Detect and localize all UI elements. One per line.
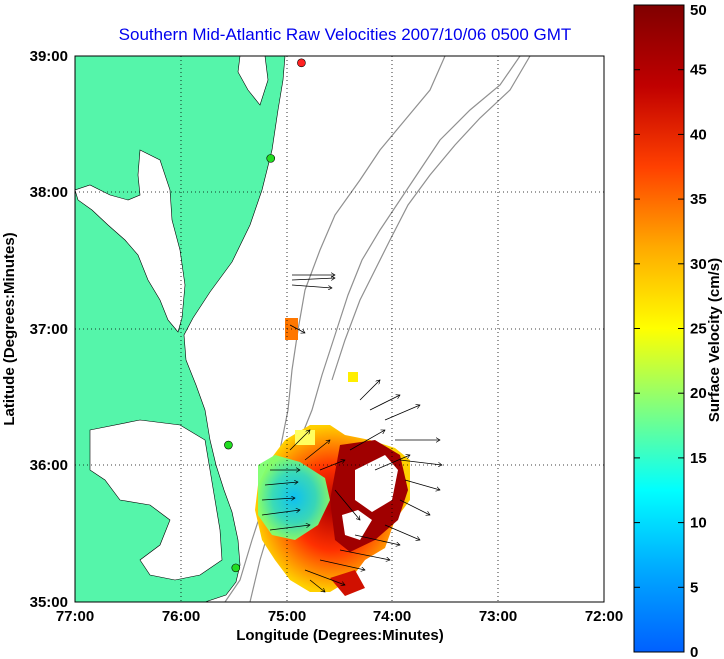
x-tick-label: 72:00 xyxy=(585,608,623,625)
delaware-bay xyxy=(237,56,269,106)
map-plot-area xyxy=(75,56,604,602)
colorbar-tick-label: 20 xyxy=(690,385,707,402)
station-marker xyxy=(224,440,233,450)
colorbar-tick-label: 5 xyxy=(690,579,698,596)
y-tick-label: 38:00 xyxy=(30,184,68,201)
y-axis: 39:00 38:00 37:00 36:00 35:00 Latitude (… xyxy=(1,48,68,611)
colorbar-tick-label: 40 xyxy=(690,126,707,143)
y-axis-label: Latitude (Degrees:Minutes) xyxy=(1,232,18,425)
map-title: Southern Mid-Atlantic Raw Velocities 200… xyxy=(119,25,572,44)
x-tick-label: 73:00 xyxy=(479,608,517,625)
colorbar-tick-label: 15 xyxy=(690,450,707,467)
y-tick-label: 37:00 xyxy=(30,321,68,338)
map-gridlines xyxy=(75,56,604,602)
station-marker xyxy=(297,58,306,68)
velocity-vectors xyxy=(261,275,442,592)
colorbar-tick-label: 45 xyxy=(690,62,707,79)
chesapeake-bay xyxy=(75,149,186,333)
x-tick-label: 77:00 xyxy=(56,608,94,625)
pamlico-sound xyxy=(89,419,223,581)
velocity-field xyxy=(255,318,410,596)
y-tick-label: 35:00 xyxy=(30,594,68,611)
x-tick-label: 74:00 xyxy=(373,608,411,625)
x-tick-label: 75:00 xyxy=(268,608,306,625)
colorbar-tick-label: 25 xyxy=(690,321,707,338)
y-tick-label: 39:00 xyxy=(30,48,68,65)
plot-frame xyxy=(74,55,605,603)
colorbar-tick-label: 30 xyxy=(690,256,707,273)
station-marker xyxy=(231,563,241,573)
station-marker xyxy=(266,154,276,163)
y-tick-label: 36:00 xyxy=(30,457,68,474)
colorbar-label: Surface Velocity (cm/s) xyxy=(706,258,723,422)
colorbar-tick-label: 0 xyxy=(690,644,698,659)
colorbar-tick-label: 50 xyxy=(690,2,707,19)
x-axis-label: Longitude (Degrees:Minutes) xyxy=(236,627,444,644)
colorbar-tick-label: 35 xyxy=(690,191,707,208)
colorbar-tick-label: 10 xyxy=(690,515,707,532)
station-markers xyxy=(224,58,306,573)
x-axis: 77:00 76:00 75:00 74:00 73:00 72:00 Long… xyxy=(56,608,623,644)
x-tick-label: 76:00 xyxy=(162,608,200,625)
colorbar-gradient xyxy=(633,4,685,653)
